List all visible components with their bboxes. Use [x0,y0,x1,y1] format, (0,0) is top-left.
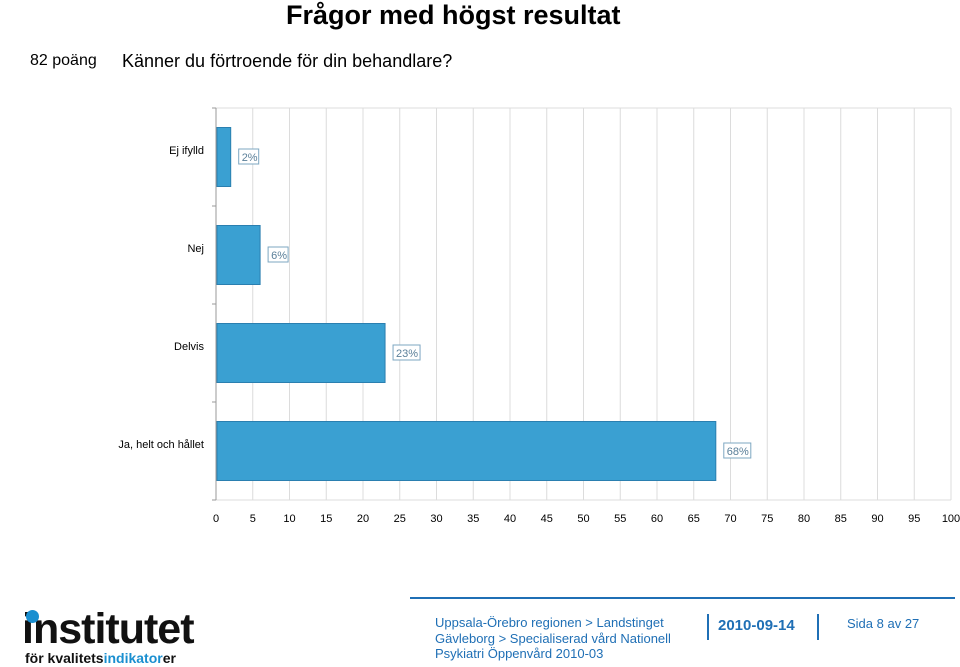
x-tick-label: 50 [577,513,589,525]
footer-region: Uppsala-Örebro regionen > Landstinget Gä… [435,615,671,662]
x-tick-label: 25 [394,513,406,525]
x-tick-label: 65 [688,513,700,525]
footer-date: 2010-09-14 [718,617,795,634]
chart-x-ticks: 0 5 10 15 20 25 30 35 40 45 50 55 60 65 70 75 80 85 90 95 10… [213,513,960,525]
score-label: 82 poäng [30,52,97,69]
bar [216,127,232,187]
x-tick-label: 55 [614,513,626,525]
bar-chart: 2% 6% 23% 68% Ej ifylld Nej Delvis Ja, helt oc… [118,107,960,525]
logo-subtitle: för kvalitetsindikatorer [25,649,176,667]
footer-divider [410,597,955,599]
x-tick-label: 10 [283,513,295,525]
footer-region-line3: Psykiatri Öppenvård 2010-03 [435,646,604,661]
question-text: Känner du förtroende för din behandlare? [122,51,453,71]
logo-sub-accent: indikator [103,650,163,666]
footer-separator-left [707,614,709,640]
bar [216,225,261,285]
x-tick-label: 0 [213,513,219,525]
x-tick-label: 30 [430,513,442,525]
value-label: 68% [727,446,749,458]
logo-wordmark: institutet [22,605,195,653]
institute-logo: institutet för kvalitetsindikatorer [22,604,222,666]
category-label: Ej ifylld [169,145,204,157]
category-label: Ja, helt och hållet [118,439,204,451]
chart-bars: 2% 6% 23% 68% [216,127,752,481]
logo-sub-suffix: er [162,650,176,666]
x-tick-label: 15 [320,513,332,525]
category-label: Nej [187,243,204,255]
x-tick-label: 85 [835,513,847,525]
value-label-box [238,148,260,165]
value-label-box [392,344,421,361]
value-label: 6% [271,250,287,262]
page-number: Sida 8 av 27 [847,616,920,631]
x-tick-label: 80 [798,513,810,525]
x-tick-label: 100 [942,513,960,525]
logo-dot-icon [26,610,39,623]
value-label-box [267,246,289,263]
logo-sub-prefix: för kvalitets [25,650,104,666]
value-label: 23% [396,348,418,360]
footer-region-line1: Uppsala-Örebro regionen > Landstinget [435,615,664,630]
x-tick-label: 75 [761,513,773,525]
x-tick-label: 60 [651,513,663,525]
value-label-box [723,442,752,459]
page-title: Frågor med högst resultat [286,0,621,30]
x-tick-label: 40 [504,513,516,525]
bar [216,421,717,481]
bar [216,323,386,383]
x-tick-label: 20 [357,513,369,525]
x-tick-label: 45 [541,513,553,525]
category-label: Delvis [174,341,204,353]
x-tick-label: 90 [871,513,883,525]
footer-separator-right [817,614,819,640]
footer-region-line2: Gävleborg > Specialiserad vård Nationell [435,630,671,646]
x-tick-label: 70 [724,513,736,525]
x-tick-label: 5 [250,513,256,525]
x-tick-label: 35 [467,513,479,525]
x-tick-label: 95 [908,513,920,525]
chart-category-labels: Ej ifylld Nej Delvis Ja, helt och hållet [118,145,204,451]
value-label: 2% [242,152,258,164]
